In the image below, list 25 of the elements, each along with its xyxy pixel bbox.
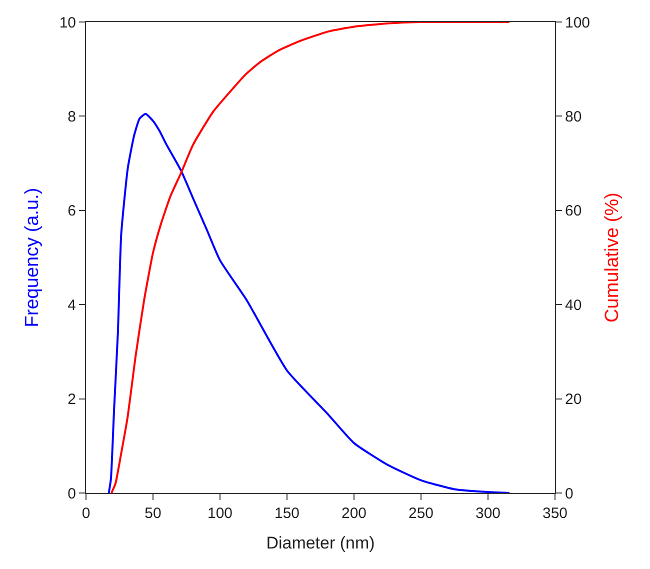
y-tick-label: 4	[68, 296, 76, 314]
y-tick-label: 6	[68, 202, 76, 220]
y2-tick-label: 100	[565, 14, 590, 32]
x-tick-label: 100	[207, 505, 233, 522]
x-axis-title: Diameter (nm)	[266, 533, 375, 552]
y2-tick-label: 80	[565, 108, 582, 126]
x-tick-label: 0	[82, 505, 90, 522]
y2-tick-label: 0	[565, 485, 574, 502]
line-series	[110, 22, 510, 493]
y-tick-label: 0	[68, 485, 76, 502]
x-tick-label: 50	[144, 505, 162, 522]
y2-axis-title: Cumulative (%)	[602, 192, 623, 322]
x-tick-label: 350	[542, 505, 568, 522]
y-tick-label: 10	[59, 14, 76, 32]
y2-tick-label: 60	[565, 202, 582, 220]
y-tick-label: 8	[68, 108, 76, 126]
x-tick-label: 300	[475, 505, 501, 522]
x-tick-label: 150	[274, 505, 300, 522]
y-axis-title: Frequency (a.u.)	[22, 188, 44, 328]
y-tick-label: 2	[68, 391, 76, 408]
y2-tick-label: 40	[565, 296, 582, 314]
y2-tick-label: 20	[565, 391, 582, 408]
x-tick-label: 200	[341, 505, 367, 522]
x-tick-label: 250	[408, 505, 434, 522]
line-series	[108, 112, 510, 493]
